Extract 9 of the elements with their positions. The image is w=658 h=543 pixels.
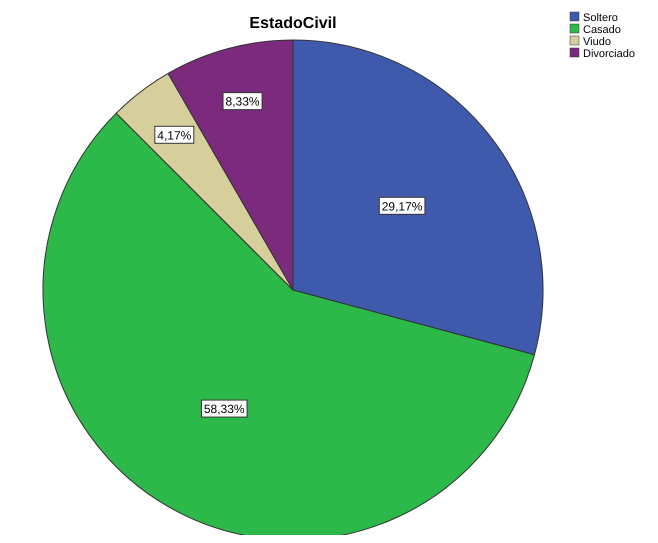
legend-label: Casado [583, 24, 621, 36]
chart-title: EstadoCivil [249, 15, 337, 32]
data-label: 58,33% [204, 402, 245, 416]
data-label: 4,17% [157, 128, 192, 142]
data-label: 8,33% [226, 94, 260, 109]
legend-label: Soltero [583, 12, 618, 24]
data-label: 29,17% [382, 199, 423, 214]
legend-label: Viudo [583, 36, 611, 48]
legend-label: Divorciado [583, 48, 635, 60]
